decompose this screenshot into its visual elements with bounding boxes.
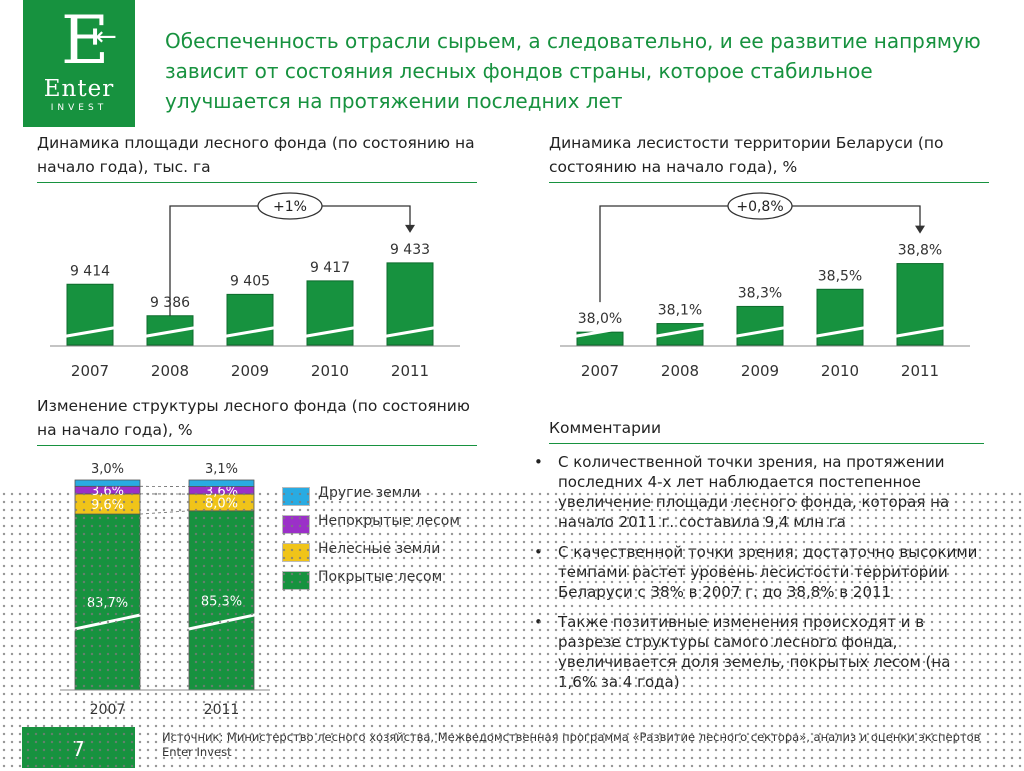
cover-arrowhead bbox=[915, 226, 925, 234]
cover-value-label: 38,3% bbox=[738, 285, 782, 301]
page-number: 7 bbox=[22, 727, 135, 768]
legend-item: Покрытые лесом bbox=[282, 568, 502, 590]
legend-item: Другие земли bbox=[282, 484, 502, 506]
comment-item: С качественной точки зрения, достаточно … bbox=[530, 542, 985, 602]
structure-segment bbox=[75, 480, 140, 486]
forest-cover-chart: 38,0% 2007 38,1% 2008 38,3% 2009 38,5% 2010 38,8… bbox=[540, 190, 990, 385]
cover-category-label: 2007 bbox=[581, 362, 619, 380]
structure-segment-label: 3,1% bbox=[205, 462, 238, 477]
legend-label: Непокрытые лесом bbox=[318, 513, 460, 529]
structure-title: Изменение структуры лесного фонда (по со… bbox=[37, 394, 487, 442]
forest-area-title: Динамика площади лесного фонда (по состо… bbox=[37, 131, 487, 179]
legend-swatch bbox=[282, 487, 310, 506]
area-value-label: 9 433 bbox=[390, 242, 430, 258]
area-category-label: 2011 bbox=[391, 362, 429, 380]
comment-item: С количественной точки зрения, на протяж… bbox=[530, 452, 985, 532]
structure-svg: 83,7%9,6%3,6%3,0%200785,3%8,0%3,6%3,1%20… bbox=[55, 450, 275, 725]
structure-segment-label: 9,6% bbox=[91, 498, 124, 513]
area-value-label: 9 414 bbox=[70, 263, 110, 279]
structure-segment-label: 83,7% bbox=[87, 596, 128, 611]
cover-value-label: 38,5% bbox=[818, 268, 862, 284]
legend-label: Покрытые лесом bbox=[318, 569, 442, 585]
cover-value-label: 38,1% bbox=[658, 303, 702, 319]
structure-category-label: 2011 bbox=[204, 702, 240, 718]
structure-segment-label: 3,0% bbox=[91, 462, 124, 477]
area-category-label: 2007 bbox=[71, 362, 109, 380]
area-category-label: 2010 bbox=[311, 362, 349, 380]
legend-item: Непокрытые лесом bbox=[282, 512, 502, 534]
area-arrowhead bbox=[405, 225, 415, 233]
legend-label: Другие земли bbox=[318, 485, 420, 501]
forest-cover-rule bbox=[549, 182, 989, 183]
slide-headline: Обеспеченность отрасли сырьем, а следова… bbox=[165, 26, 995, 116]
area-value-label: 9 417 bbox=[310, 260, 350, 276]
cover-category-label: 2008 bbox=[661, 362, 699, 380]
legend-swatch bbox=[282, 543, 310, 562]
cover-value-label: 38,0% bbox=[578, 311, 622, 327]
comments-rule bbox=[549, 443, 984, 444]
comment-item: Также позитивные изменения происходят и … bbox=[530, 612, 985, 692]
area-change-connector bbox=[170, 206, 410, 316]
structure-connector bbox=[140, 511, 189, 514]
structure-segment-label: 85,3% bbox=[201, 594, 242, 609]
area-bar bbox=[227, 294, 273, 345]
structure-segment bbox=[189, 480, 254, 487]
forest-area-rule bbox=[37, 182, 477, 183]
area-change-label: +1% bbox=[273, 199, 307, 215]
arrow-left-icon: ← bbox=[95, 24, 117, 50]
area-category-label: 2008 bbox=[151, 362, 189, 380]
cover-change-label: +0,8% bbox=[736, 199, 783, 215]
forest-cover-title: Динамика лесистости территории Беларуси … bbox=[549, 131, 989, 179]
cover-value-label: 38,8% bbox=[898, 243, 942, 259]
source-note: Источник: Министерство лесного хозяйства… bbox=[162, 730, 982, 760]
cover-bar bbox=[817, 289, 863, 345]
structure-rule bbox=[37, 445, 477, 446]
legend-item: Нелесные земли bbox=[282, 540, 502, 562]
enter-invest-logo: E ← Enter INVEST bbox=[23, 0, 135, 127]
comments-title: Комментарии bbox=[549, 416, 749, 440]
cover-svg: 38,0% 2007 38,1% 2008 38,3% 2009 38,5% 2010 38,8… bbox=[540, 190, 990, 385]
legend-swatch bbox=[282, 515, 310, 534]
area-category-label: 2009 bbox=[231, 362, 269, 380]
cover-category-label: 2011 bbox=[901, 362, 939, 380]
area-value-label: 9 405 bbox=[230, 273, 270, 289]
cover-category-label: 2009 bbox=[741, 362, 779, 380]
legend-swatch bbox=[282, 571, 310, 590]
structure-category-label: 2007 bbox=[90, 702, 126, 718]
cover-category-label: 2010 bbox=[821, 362, 859, 380]
logo-name: Enter bbox=[23, 76, 135, 102]
logo-subtitle: INVEST bbox=[23, 103, 135, 113]
comments-list: С количественной точки зрения, на протяж… bbox=[530, 452, 985, 702]
legend-label: Нелесные земли bbox=[318, 541, 440, 557]
cover-bar bbox=[737, 306, 783, 345]
